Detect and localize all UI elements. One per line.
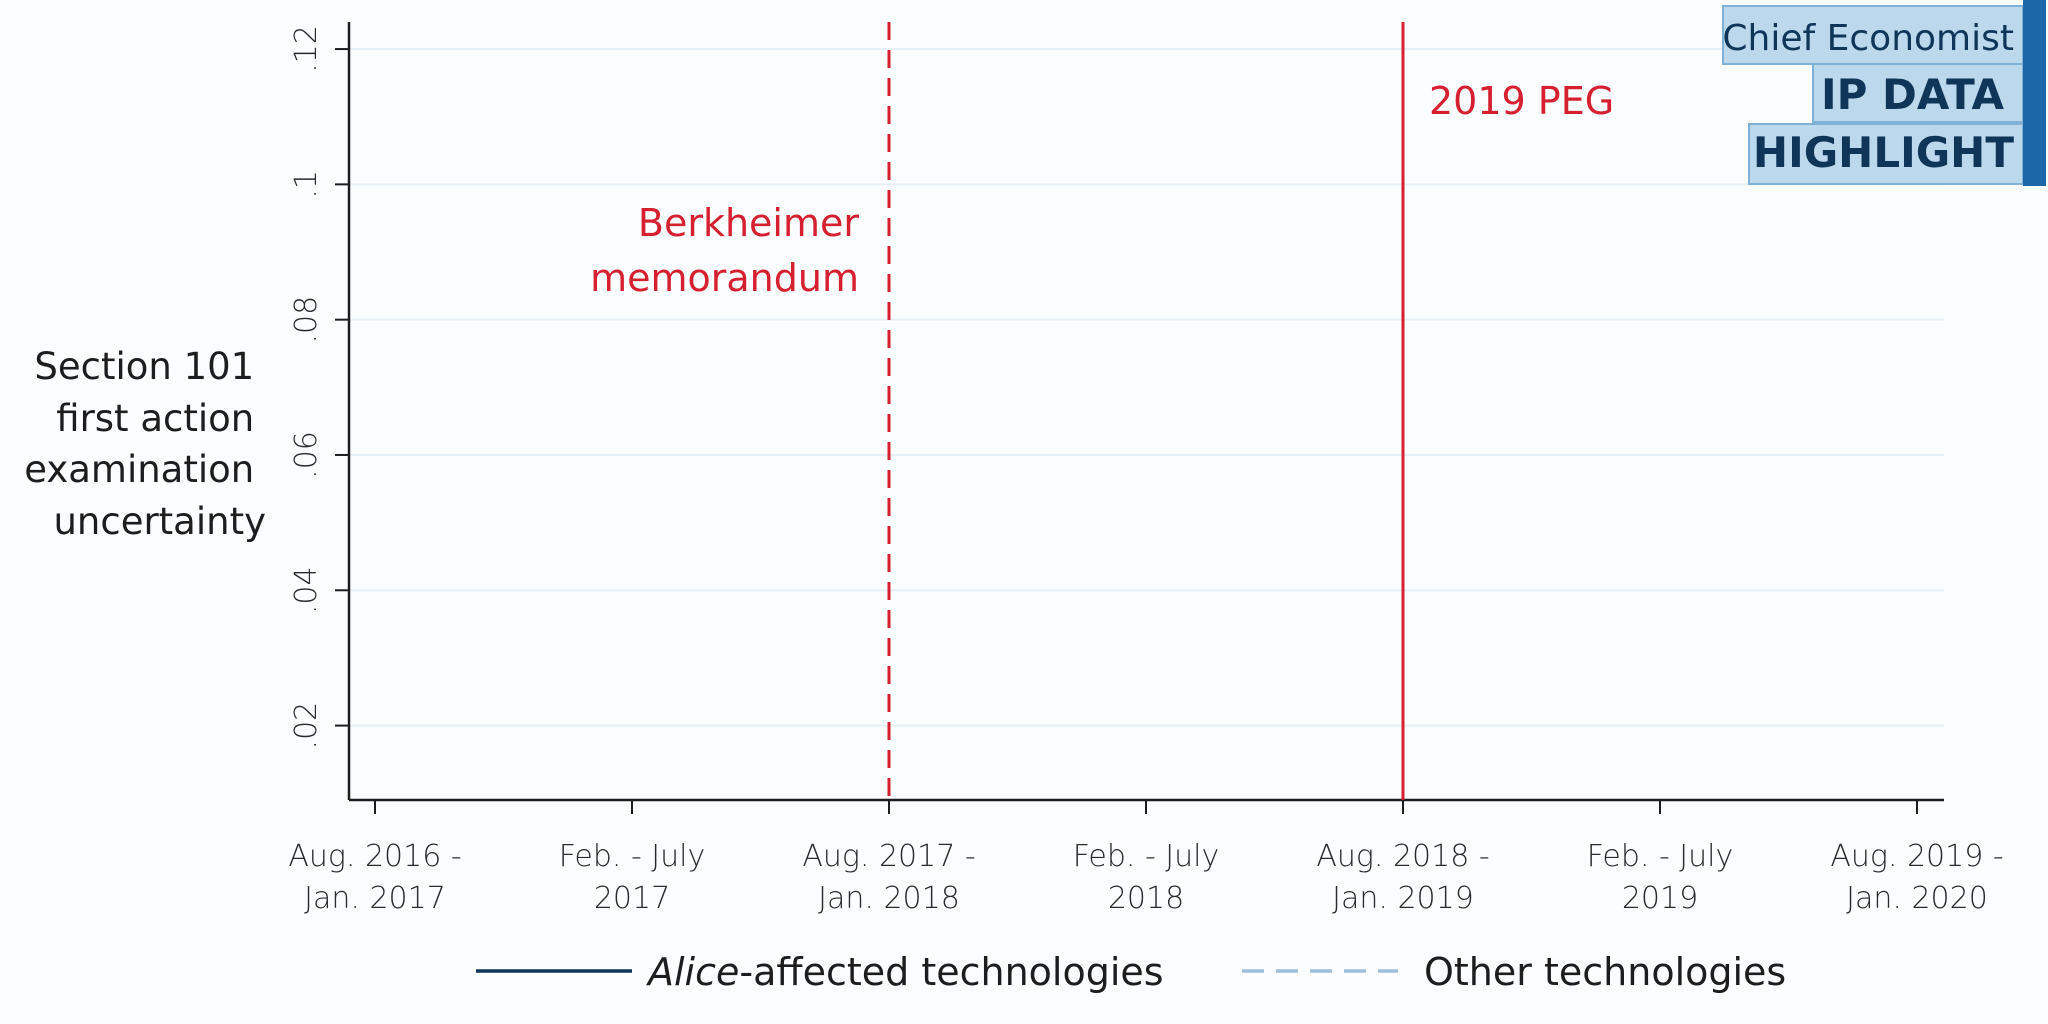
- legend-label-alice-rest: -affected technologies: [739, 950, 1163, 994]
- x-tick-label-line: 2017: [594, 881, 670, 916]
- event-label-line: memorandum: [590, 256, 859, 300]
- y-axis-label-line-3: examination: [24, 448, 254, 491]
- event-label-line: 2019 PEG: [1429, 79, 1614, 123]
- legend-label-alice: Alice-affected technologies: [645, 950, 1164, 994]
- y-axis-ticks: .02 .04 .06 .08 .1 .12: [289, 25, 349, 749]
- badge-line-1: Chief Economist: [1722, 18, 2014, 59]
- event-label: Berkheimer memorandum: [590, 201, 859, 300]
- y-axis-label: Section 101 first action examination unc…: [24, 345, 266, 543]
- x-tick-label-line: Jan. 2020: [1846, 881, 1988, 916]
- badge-side-bar: [2023, 0, 2046, 186]
- x-tick-label-line: Jan. 2017: [304, 881, 446, 916]
- y-tick-label: .06: [289, 431, 324, 479]
- x-tick-label: Feb. - July 2019: [1587, 839, 1734, 916]
- x-tick-label-line: Aug. 2017 -: [802, 839, 975, 874]
- x-tick-label: Feb. - July 2018: [1073, 839, 1220, 916]
- chief-economist-badge: Chief Economist IP DATA HIGHLIGHT: [1722, 0, 2046, 186]
- x-tick-label: Aug. 2019 - Jan. 2020: [1830, 839, 2003, 916]
- y-tick-label: .12: [289, 25, 324, 73]
- x-tick-label-line: Feb. - July: [1587, 839, 1734, 874]
- y-axis-label-line-2: first action: [56, 397, 254, 440]
- x-tick-label: Feb. - July 2017: [559, 839, 706, 916]
- event-label: 2019 PEG: [1429, 79, 1614, 123]
- legend-label-other: Other technologies: [1424, 950, 1786, 994]
- x-axis-ticks: Aug. 2016 - Jan. 2017 Feb. - July 2017 Aug. …: [288, 800, 2003, 916]
- y-tick-label: .02: [289, 702, 324, 750]
- y-axis-label-line-4: uncertainty: [53, 500, 266, 543]
- x-tick-label-line: Feb. - July: [1073, 839, 1220, 874]
- gridlines: [349, 49, 1944, 726]
- x-tick-label-line: 2018: [1108, 881, 1184, 916]
- x-tick-label-line: Aug. 2016 -: [288, 839, 461, 874]
- y-tick-label: .04: [289, 566, 324, 614]
- x-tick-label-line: Jan. 2018: [818, 881, 960, 916]
- x-tick-label-line: Aug. 2019 -: [1830, 839, 2003, 874]
- event-label-line: Berkheimer: [638, 201, 859, 245]
- legend: Alice-affected technologies Other techno…: [476, 950, 1786, 994]
- x-tick-label-line: Jan. 2019: [1332, 881, 1474, 916]
- x-tick-label: Aug. 2018 - Jan. 2019: [1316, 839, 1489, 916]
- y-tick-label: .1: [289, 170, 324, 199]
- x-tick-label: Aug. 2016 - Jan. 2017: [288, 839, 461, 916]
- badge-line-2: IP DATA: [1821, 70, 2005, 119]
- x-tick-label-line: 2019: [1622, 881, 1698, 916]
- x-tick-label-line: Aug. 2018 -: [1316, 839, 1489, 874]
- x-tick-label: Aug. 2017 - Jan. 2018: [802, 839, 975, 916]
- x-tick-label-line: Feb. - July: [559, 839, 706, 874]
- y-axis-label-line-1: Section 101: [34, 345, 254, 388]
- y-tick-label: .08: [289, 296, 324, 344]
- event-markers: Berkheimer memorandum 2019 PEG: [590, 22, 1614, 800]
- legend-label-alice-italic: Alice: [645, 950, 739, 994]
- badge-line-3: HIGHLIGHT: [1753, 128, 2014, 177]
